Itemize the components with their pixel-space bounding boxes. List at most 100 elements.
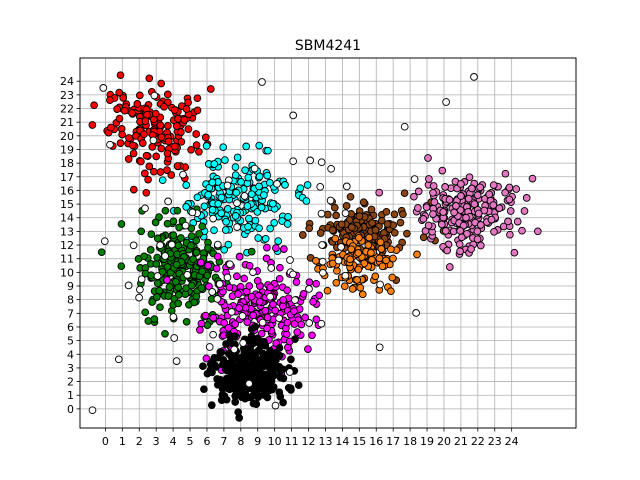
scatter-point [388, 273, 397, 282]
scatter-point [464, 194, 473, 203]
scatter-point [396, 218, 405, 227]
scatter-point [299, 290, 308, 298]
scatter-point [347, 223, 356, 232]
scatter-point [276, 373, 285, 382]
scatter-point [193, 106, 202, 115]
scatter-point [148, 143, 157, 151]
scatter-point [473, 191, 482, 200]
scatter-point [279, 302, 287, 311]
scatter-point [474, 209, 483, 218]
scatter-point [476, 241, 485, 250]
scatter-point [359, 198, 368, 207]
scatter-point [268, 199, 277, 208]
scatter-point [264, 350, 272, 359]
scatter-point [323, 286, 332, 295]
x-tick-label: 22 [471, 435, 485, 448]
scatter-point [231, 320, 240, 328]
scatter-point [179, 170, 187, 179]
x-tick-label: 20 [437, 435, 451, 448]
scatter-point [167, 171, 176, 179]
scatter-point [240, 274, 249, 283]
scatter-point [275, 274, 284, 283]
scatter-point [192, 248, 201, 257]
scatter-point [244, 222, 252, 231]
scatter-point [124, 155, 133, 163]
scatter-point [506, 207, 515, 215]
scatter-point [224, 240, 233, 249]
scatter-point [269, 371, 278, 380]
scatter-point [209, 214, 217, 223]
scatter-point [173, 162, 182, 170]
scatter-point [163, 90, 172, 99]
scatter-point [513, 217, 522, 226]
y-tick-label: 23 [60, 89, 74, 102]
scatter-point [234, 290, 242, 298]
scatter-point [170, 142, 179, 151]
y-tick-label: 4 [67, 348, 74, 361]
y-tick-label: 22 [60, 103, 74, 116]
scatter-point [425, 175, 433, 183]
scatter-point [317, 319, 326, 328]
scatter-point [231, 212, 240, 220]
scatter-point [346, 192, 355, 201]
x-tick-label: 17 [386, 435, 400, 448]
scatter-point [161, 252, 169, 260]
scatter-point [412, 309, 420, 317]
cluster-0 [88, 71, 215, 197]
scatter-point [193, 94, 202, 103]
scatter-point [390, 210, 399, 219]
scatter-point [152, 152, 161, 161]
scatter-point [371, 226, 380, 234]
scatter-point [291, 335, 299, 343]
scatter-point [473, 235, 482, 244]
scatter-point [164, 292, 173, 300]
scatter-point [202, 354, 211, 363]
scatter-point [505, 195, 514, 204]
scatter-point [208, 288, 217, 296]
scatter-point [261, 306, 270, 315]
scatter-point [247, 292, 256, 301]
scatter-point [430, 198, 439, 206]
scatter-point [305, 319, 314, 327]
scatter-point [129, 149, 138, 158]
scatter-point [465, 173, 474, 182]
plot-border [79, 57, 577, 429]
scatter-point [342, 202, 351, 210]
scatter-point [128, 141, 137, 150]
scatter-point [489, 181, 498, 189]
scatter-point [455, 240, 464, 249]
scatter-point [367, 248, 375, 257]
scatter-point [156, 121, 165, 130]
scatter-point [263, 171, 272, 180]
scatter-point [220, 392, 229, 400]
scatter-point [450, 208, 458, 217]
scatter-point [146, 246, 155, 254]
scatter-point [156, 168, 165, 176]
scatter-point [286, 256, 294, 264]
scatter-point [304, 345, 312, 353]
scatter-point [241, 166, 249, 175]
scatter-point [283, 318, 292, 327]
scatter-point [358, 290, 367, 299]
scatter-point [210, 226, 218, 235]
scatter-point [510, 248, 519, 257]
scatter-point [172, 122, 181, 130]
scatter-point [157, 79, 166, 88]
scatter-point [115, 88, 124, 97]
scatter-point [305, 224, 314, 233]
scatter-point [364, 241, 373, 249]
scatter-point [258, 318, 267, 327]
scatter-point [206, 85, 215, 93]
scatter-point [200, 202, 209, 211]
scatter-point [141, 308, 150, 317]
scatter-point [305, 285, 313, 293]
scatter-point [213, 295, 222, 303]
scatter-point [297, 320, 306, 329]
scatter-point [156, 241, 165, 250]
scatter-point [169, 231, 178, 240]
scatter-point [201, 311, 210, 320]
scatter-point [100, 237, 109, 246]
scatter-point [197, 258, 205, 267]
scatter-point [522, 194, 531, 202]
scatter-point [140, 252, 148, 261]
